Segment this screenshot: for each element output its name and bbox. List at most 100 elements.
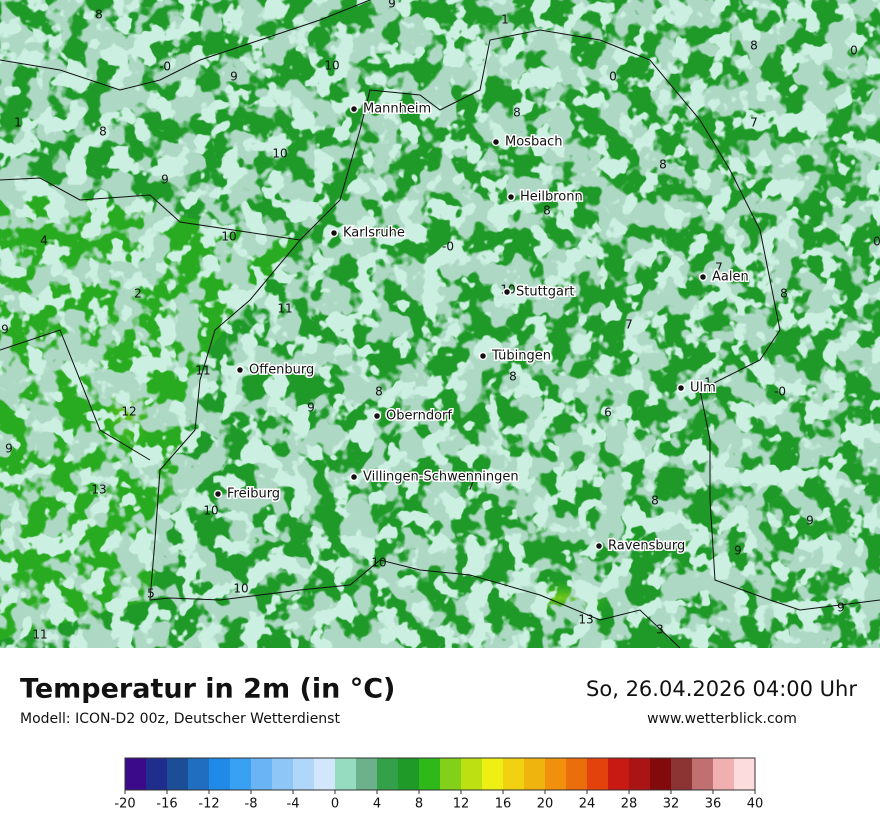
city-label: Offenburg — [249, 363, 314, 378]
title: Temperatur in 2m (in °C) — [20, 674, 395, 705]
colorbar-tick-label: 36 — [705, 797, 722, 812]
map-value-label: 8 — [509, 370, 517, 384]
city-marker — [676, 383, 686, 393]
map-value-label: 9 — [230, 70, 238, 84]
map-value-label: 11 — [277, 302, 292, 316]
colorbar-tick-label: -20 — [114, 797, 135, 812]
colorbar-swatch — [566, 758, 588, 790]
map-value-label: 13 — [91, 483, 106, 497]
colorbar-swatch — [692, 758, 714, 790]
colorbar-frame — [124, 757, 756, 791]
colorbar-swatch — [524, 758, 546, 790]
colorbar-swatch — [293, 758, 315, 790]
city-label: Oberndorf — [386, 409, 452, 424]
colorbar-tick-label: 28 — [621, 797, 638, 812]
colorbar-tick-label: 40 — [747, 797, 764, 812]
city-marker — [698, 272, 708, 282]
subtitle: Modell: ICON-D2 00z, Deutscher Wetterdie… — [20, 711, 340, 727]
border-line — [0, 329, 151, 461]
map-value-label: 2 — [134, 287, 142, 301]
city-label: Heilbronn — [520, 190, 583, 205]
map-value-label: 6 — [604, 406, 612, 420]
colorbar-tick-label: 12 — [453, 797, 470, 812]
border-line — [0, 0, 371, 91]
map-value-label: -0 — [442, 240, 454, 254]
colorbar-tick-label: 20 — [537, 797, 554, 812]
map-value-label: 9 — [806, 514, 814, 528]
map-value-label: 9 — [837, 601, 845, 615]
colorbar: -20 -16 -12 -8 -4 0 4 8 12 16 20 24 28 32 36 40 — [114, 757, 764, 812]
colorbar-swatch — [734, 758, 756, 790]
map-value-label: 9 — [161, 173, 169, 187]
map-value-label: 0 — [873, 235, 880, 249]
city-marker — [235, 365, 245, 375]
map-value-label: 8 — [95, 8, 103, 22]
colorbar-swatch — [230, 758, 252, 790]
colorbar-swatch — [650, 758, 672, 790]
colorbar-swatch — [482, 758, 504, 790]
colorbar-swatch — [398, 758, 420, 790]
colorbar-swatch — [419, 758, 441, 790]
map — [0, 0, 880, 649]
map-value-label: 1 — [501, 13, 509, 27]
city-label: Mannheim — [363, 102, 431, 117]
map-value-label: 10 — [371, 556, 386, 570]
map-value-label: 8 — [780, 287, 788, 301]
colorbar-swatch — [167, 758, 189, 790]
colorbar-swatch — [440, 758, 462, 790]
website: www.wetterblick.com — [647, 711, 797, 727]
map-value-label: 9 — [5, 442, 13, 456]
map-value-label: 1 — [704, 376, 712, 390]
city-label: Villingen-Schwenningen — [363, 470, 519, 485]
city-marker — [213, 489, 223, 499]
city-marker — [506, 192, 516, 202]
map-value-label: 11 — [195, 364, 210, 378]
colorbar-swatch — [671, 758, 693, 790]
city-label: Stuttgart — [516, 285, 574, 300]
colorbar-swatch — [146, 758, 168, 790]
map-value-label: 5 — [147, 587, 155, 601]
city-label: Ravensburg — [608, 539, 685, 554]
colorbar-swatch — [209, 758, 231, 790]
colorbar-tick-label: 8 — [415, 797, 423, 812]
map-value-label: 8 — [543, 204, 551, 218]
colorbar-swatch — [356, 758, 378, 790]
colorbar-tick-label: -12 — [198, 797, 219, 812]
colorbar-swatch — [188, 758, 210, 790]
colorbar-tick-label: 32 — [663, 797, 680, 812]
map-value-label: 10 — [233, 582, 248, 596]
map-value-label: 8 — [750, 39, 758, 53]
city-marker — [329, 228, 339, 238]
city-label: Karlsruhe — [343, 226, 405, 241]
colorbar-tick-label: 4 — [373, 797, 381, 812]
colorbar-tick-label: 24 — [579, 797, 596, 812]
map-value-label: 9 — [734, 544, 742, 558]
city-marker — [349, 104, 359, 114]
colorbar-tick-label: -16 — [156, 797, 177, 812]
colorbar-swatch — [335, 758, 357, 790]
colorbar-swatch — [629, 758, 651, 790]
colorbar-swatch — [503, 758, 525, 790]
map-value-label: 8 — [99, 125, 107, 139]
colorbar-swatch — [587, 758, 609, 790]
map-value-label: 8 — [651, 494, 659, 508]
map-value-label: 8 — [375, 385, 383, 399]
footer — [0, 648, 880, 830]
map-value-label: 3 — [656, 623, 664, 637]
map-value-label: 10 — [221, 230, 236, 244]
city-label: Freiburg — [227, 487, 280, 502]
map-value-label: 9 — [388, 0, 396, 11]
map-texture — [0, 0, 880, 648]
map-value-label: 7 — [750, 116, 758, 130]
colorbar-tick-label: 16 — [495, 797, 512, 812]
colorbar-tick-label: -4 — [287, 797, 300, 812]
colorbar-swatch — [125, 758, 147, 790]
city-label: Ulm — [690, 381, 716, 396]
colorbar-swatch — [545, 758, 567, 790]
colorbar-swatch — [461, 758, 483, 790]
city-marker — [478, 351, 488, 361]
colorbar-tick-label: -8 — [245, 797, 258, 812]
city-marker — [594, 541, 604, 551]
city-label: Aalen — [712, 270, 749, 285]
